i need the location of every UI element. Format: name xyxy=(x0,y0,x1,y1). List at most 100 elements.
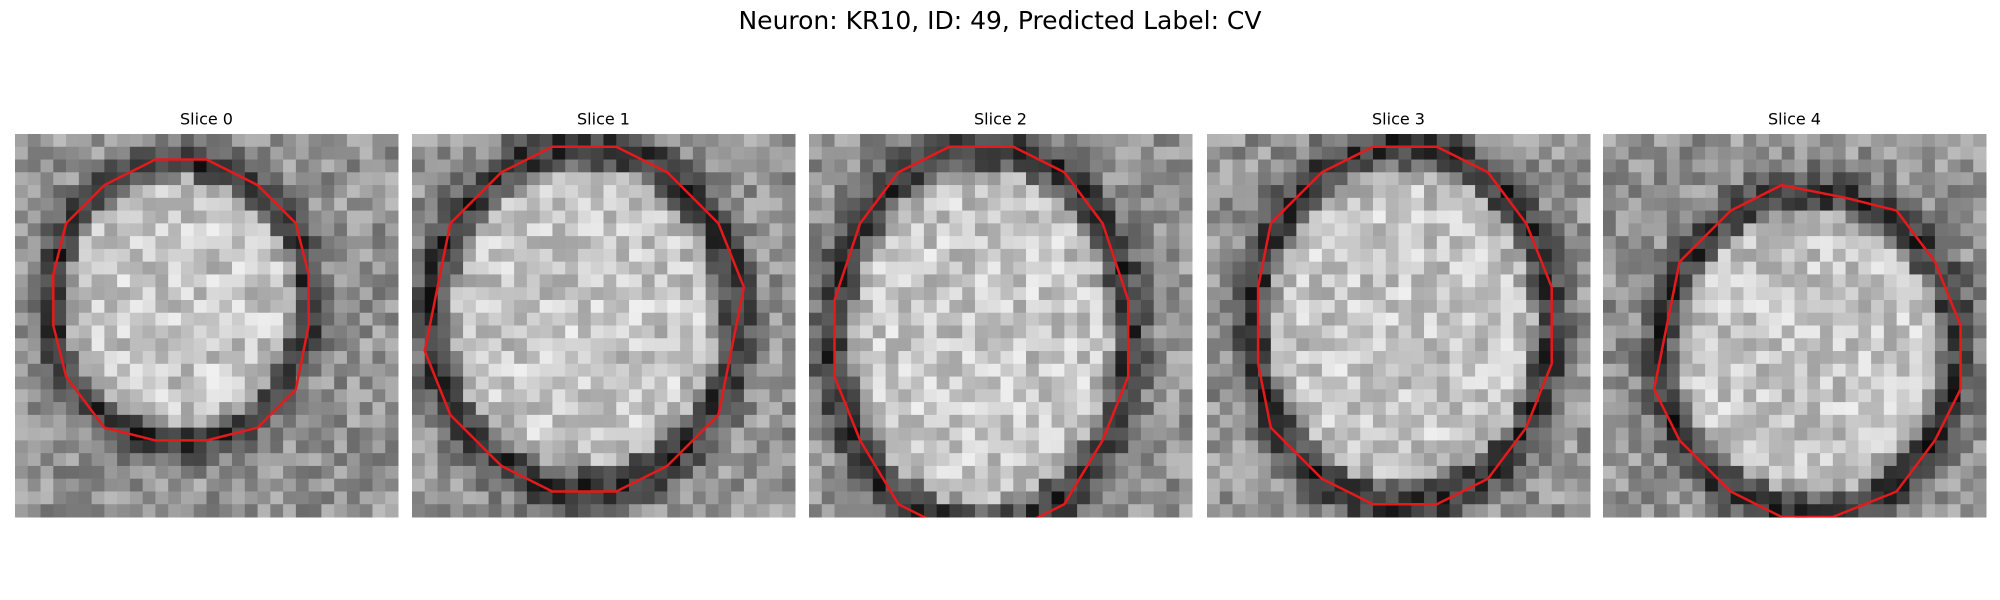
pixel xyxy=(1089,287,1104,301)
pixel xyxy=(565,261,579,275)
pixel xyxy=(1960,185,1974,199)
pixel xyxy=(1321,248,1336,263)
pixel xyxy=(155,223,169,237)
pixel xyxy=(1781,236,1795,250)
pixel xyxy=(1347,402,1361,416)
pixel xyxy=(1334,504,1348,518)
pixel xyxy=(334,274,348,288)
pixel xyxy=(308,261,322,275)
pixel xyxy=(1858,261,1872,275)
pixel xyxy=(1526,274,1540,288)
pixel xyxy=(1153,312,1167,326)
pixel xyxy=(1140,504,1155,518)
pixel xyxy=(1166,402,1180,416)
pixel xyxy=(1166,504,1180,518)
pixel xyxy=(424,504,439,518)
pixel xyxy=(1947,185,1961,199)
pixel xyxy=(680,134,694,148)
pixel xyxy=(27,223,42,237)
pixel xyxy=(219,223,233,237)
pixel xyxy=(1845,223,1859,237)
pixel xyxy=(1475,351,1489,365)
pixel xyxy=(872,453,887,467)
pixel xyxy=(1360,274,1374,288)
pixel xyxy=(1128,274,1142,288)
pixel xyxy=(219,274,233,288)
pixel xyxy=(1628,402,1642,416)
pixel xyxy=(718,491,732,505)
pixel xyxy=(782,287,796,301)
pixel xyxy=(1321,491,1336,505)
pixel xyxy=(463,338,477,352)
pixel xyxy=(91,427,105,441)
pixel xyxy=(526,274,541,288)
pixel xyxy=(1013,299,1027,314)
pixel xyxy=(1051,338,1065,352)
pixel xyxy=(1641,465,1655,480)
pixel xyxy=(1207,389,1221,403)
pixel xyxy=(1743,351,1757,365)
pixel xyxy=(1538,210,1553,224)
pixel xyxy=(501,338,515,352)
pixel xyxy=(1832,351,1847,365)
pixel xyxy=(1973,248,1987,263)
pixel xyxy=(526,453,541,467)
pixel xyxy=(1153,172,1167,186)
pixel xyxy=(257,402,271,416)
pixel xyxy=(1270,402,1285,416)
pixel xyxy=(1309,134,1323,148)
pixel xyxy=(40,172,54,186)
pixel xyxy=(1462,504,1476,518)
pixel xyxy=(180,427,195,441)
pixel xyxy=(91,146,105,161)
pixel xyxy=(1424,376,1438,390)
pixel xyxy=(616,376,630,390)
pixel xyxy=(1372,338,1387,352)
pixel xyxy=(1179,172,1193,186)
pixel xyxy=(1500,274,1514,288)
pixel xyxy=(1245,414,1259,429)
pixel xyxy=(911,287,925,301)
pixel xyxy=(616,465,630,480)
pixel xyxy=(1487,236,1502,250)
pixel xyxy=(1411,338,1425,352)
pixel xyxy=(1960,210,1974,224)
pixel xyxy=(898,402,912,416)
pixel xyxy=(1140,287,1155,301)
pixel xyxy=(1666,402,1681,416)
pixel xyxy=(1347,453,1361,467)
pixel xyxy=(1756,478,1770,492)
pixel xyxy=(385,185,399,199)
pixel xyxy=(565,351,579,365)
pixel xyxy=(1283,427,1297,441)
pixel xyxy=(1462,185,1476,199)
pixel xyxy=(1960,402,1974,416)
pixel xyxy=(552,299,566,314)
pixel xyxy=(1960,236,1974,250)
pixel xyxy=(1424,274,1438,288)
pixel xyxy=(1807,465,1821,480)
pixel xyxy=(1347,440,1361,454)
pixel xyxy=(987,363,1001,378)
pixel xyxy=(91,363,105,378)
pixel xyxy=(1896,274,1910,288)
pixel xyxy=(1807,478,1821,492)
pixel xyxy=(1102,453,1116,467)
pixel xyxy=(860,491,874,505)
pixel xyxy=(385,299,399,314)
pixel xyxy=(1730,261,1744,275)
pixel xyxy=(974,274,989,288)
pixel xyxy=(1832,338,1847,352)
pixel xyxy=(1526,159,1540,173)
pixel xyxy=(1347,504,1361,518)
pixel xyxy=(1768,312,1783,326)
pixel xyxy=(232,210,246,224)
pixel xyxy=(53,376,67,390)
pixel xyxy=(1013,338,1027,352)
pixel xyxy=(872,440,887,454)
pixel xyxy=(1717,414,1732,429)
pixel xyxy=(1013,363,1027,378)
pixel xyxy=(1424,146,1438,161)
pixel xyxy=(53,159,67,173)
pixel xyxy=(142,491,156,505)
